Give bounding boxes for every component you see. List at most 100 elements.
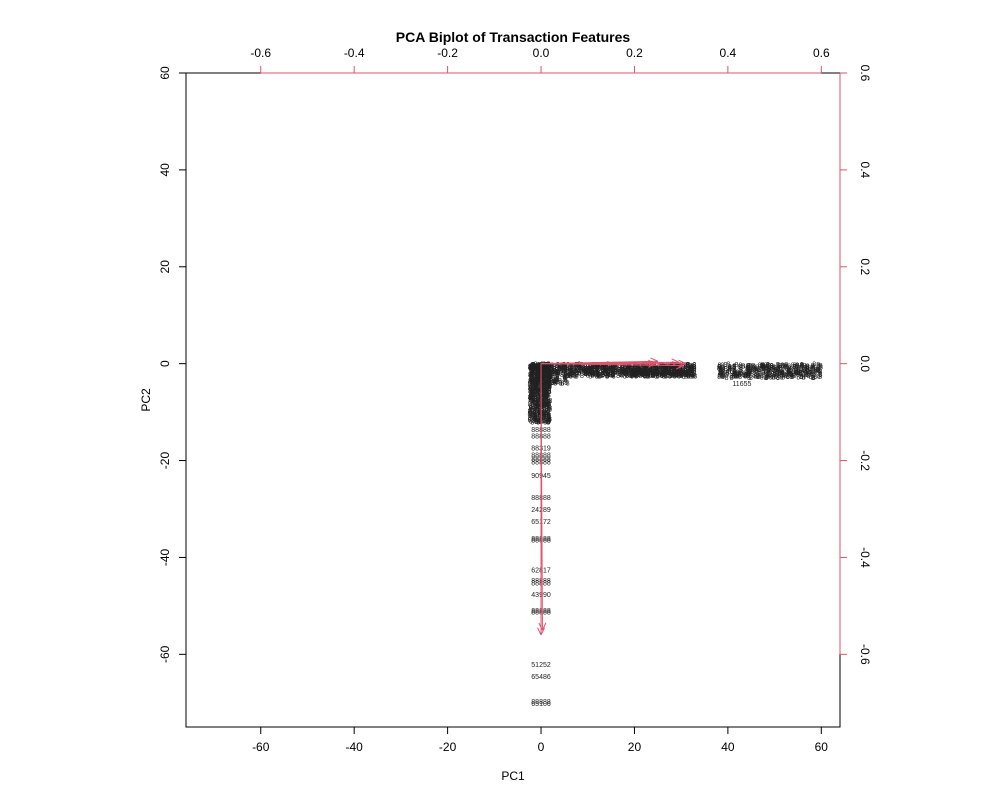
score-point: 8 (769, 368, 773, 375)
score-point: 8 (693, 368, 697, 375)
score-point: 8 (624, 371, 628, 378)
score-point: 8 (591, 368, 595, 375)
score-point: 8 (542, 395, 546, 402)
score-point: 8 (779, 367, 783, 374)
score-point: 8 (691, 371, 695, 378)
score-point: 8 (672, 367, 676, 374)
score-point: 8 (645, 374, 649, 381)
score-point: 8 (530, 398, 534, 405)
score-point: 8 (545, 412, 549, 419)
score-point: 8 (591, 370, 595, 377)
score-point: 8 (776, 362, 780, 369)
score-point: 8 (534, 410, 538, 417)
score-point: 8 (531, 379, 535, 386)
score-point: 8 (575, 373, 579, 380)
score-point: 8 (815, 367, 819, 374)
score-point: 8 (543, 368, 547, 375)
score-point: 8 (662, 370, 666, 377)
score-point: 8 (777, 365, 781, 372)
score-point: 8 (530, 372, 534, 379)
score-point: 8 (540, 385, 544, 392)
score-point: 8 (717, 366, 721, 373)
score-point: 8 (795, 371, 799, 378)
score-point: 8 (641, 371, 645, 378)
score-point: 8 (542, 386, 546, 393)
score-point: 8 (531, 385, 535, 392)
score-point: 8 (803, 369, 807, 376)
score-point: 8 (547, 419, 551, 426)
score-point: 8 (814, 369, 818, 376)
score-point: 8 (651, 373, 655, 380)
score-point: 8 (541, 395, 545, 402)
score-point: 8 (542, 380, 546, 387)
score-point: 8 (683, 366, 687, 373)
score-point: 8 (765, 375, 769, 382)
score-point: 8 (597, 372, 601, 379)
score-point: 8 (597, 365, 601, 372)
score-point: 8 (644, 370, 648, 377)
score-point: 8 (533, 417, 537, 424)
score-point: 8 (531, 390, 535, 397)
score-point: 8 (543, 384, 547, 391)
score-point: 8 (717, 374, 721, 381)
score-point: 8 (780, 363, 784, 370)
score-point: 8 (630, 372, 634, 379)
score-point: 8 (537, 397, 541, 404)
score-point: 8 (537, 389, 541, 396)
score-point: 8 (528, 409, 532, 416)
score-point: 8 (587, 369, 591, 376)
score-point: 8 (779, 365, 783, 372)
score-point: 8 (534, 364, 538, 371)
score-point: 8 (541, 363, 545, 370)
score-point: 8 (579, 367, 583, 374)
score-point: 8 (676, 370, 680, 377)
score-point: 8 (777, 362, 781, 369)
score-point: 8 (546, 362, 550, 369)
score-point: 8 (663, 373, 667, 380)
score-point: 8 (546, 411, 550, 418)
score-point: 8 (534, 378, 538, 385)
score-point: 8 (547, 385, 551, 392)
score-point: 8 (761, 364, 765, 371)
score-point: 8 (547, 398, 551, 405)
score-point: 8 (819, 372, 823, 379)
score-point: 8 (660, 365, 664, 372)
score-point: 8 (646, 365, 650, 372)
score-point: 8 (776, 375, 780, 382)
score-point: 8 (613, 362, 617, 369)
score-point: 8 (587, 365, 591, 372)
score-point: 8 (685, 370, 689, 377)
score-point: 8 (666, 366, 670, 373)
score-point: 8 (540, 406, 544, 413)
score-point: 8 (599, 364, 603, 371)
score-point: 8 (547, 419, 551, 426)
score-point: 8 (720, 368, 724, 375)
score-point: 8 (627, 367, 631, 374)
score-point: 8 (530, 364, 534, 371)
score-point: 8 (611, 368, 615, 375)
score-point: 8 (748, 363, 752, 370)
score-point: 8 (651, 373, 655, 380)
score-point: 8 (720, 370, 724, 377)
score-point: 8 (606, 374, 610, 381)
score-point: 8 (574, 368, 578, 375)
score-point: 8 (538, 376, 542, 383)
score-point: 8 (677, 373, 681, 380)
score-point: 8 (540, 365, 544, 372)
score-point: 8 (530, 404, 534, 411)
score-point: 8 (588, 373, 592, 380)
score-point: 8 (555, 367, 559, 374)
score-point: 8 (543, 373, 547, 380)
score-point: 8 (594, 364, 598, 371)
score-point: 8 (693, 374, 697, 381)
score-point: 8 (544, 366, 548, 373)
score-point: 8 (780, 369, 784, 376)
score-point: 8 (657, 372, 661, 379)
score-point: 8 (681, 371, 685, 378)
score-point: 8 (541, 372, 545, 379)
score-point: 8 (535, 413, 539, 420)
score-point: 8 (668, 369, 672, 376)
bottom-tick-label: 20 (628, 740, 642, 754)
score-point: 8 (671, 370, 675, 377)
